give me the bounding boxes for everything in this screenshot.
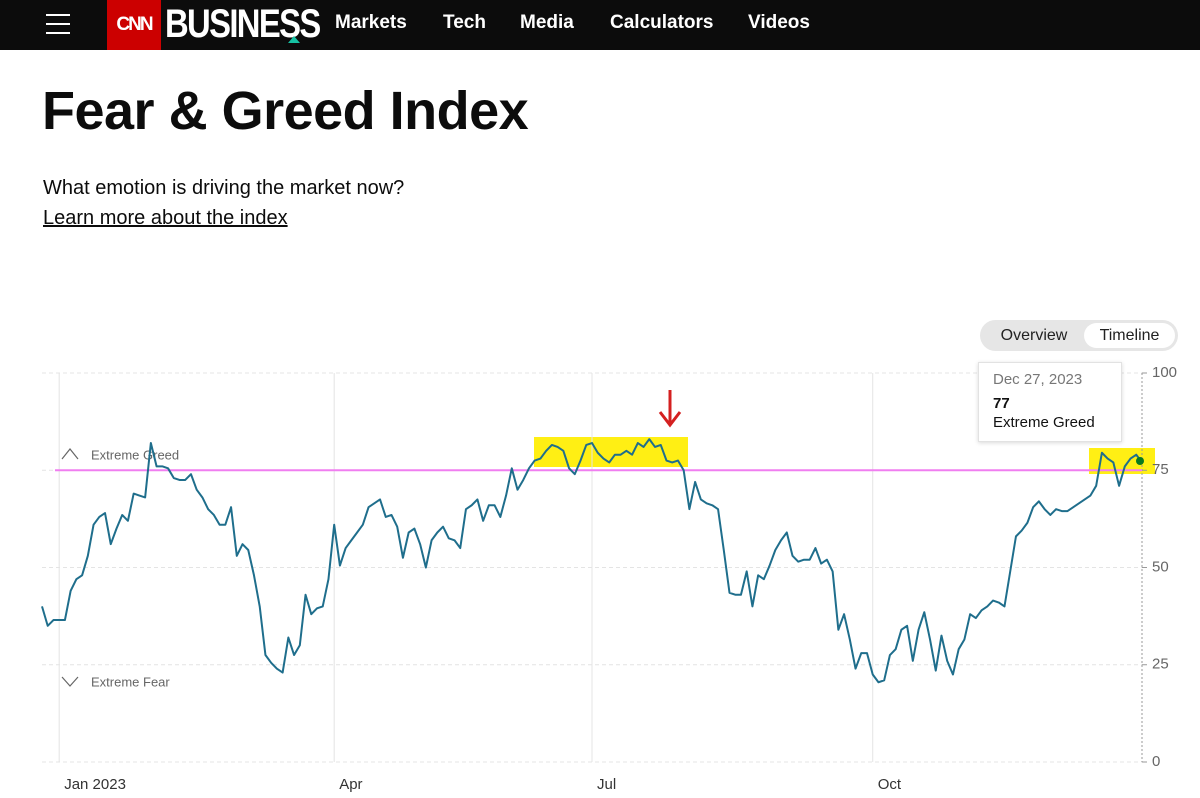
nav-link[interactable]: Calculators [610, 12, 714, 33]
x-tick-label: Apr [339, 776, 362, 793]
y-tick-label: 50 [1152, 558, 1169, 575]
brand-mark [288, 36, 300, 43]
tab[interactable]: Overview [1000, 327, 1068, 344]
marker-dot [1136, 457, 1144, 465]
nav-link[interactable]: Markets [335, 12, 407, 33]
nav-link[interactable]: Videos [748, 12, 810, 33]
logo[interactable]: CNN [107, 0, 161, 50]
x-tick-label: Jan 2023 [64, 776, 126, 793]
x-tick-label: Oct [878, 776, 902, 793]
tab-switch: Overview Timeline [980, 320, 1178, 351]
learn-link[interactable]: Learn more about the index [43, 207, 288, 229]
menu-icon[interactable] [46, 32, 70, 34]
plot [41, 438, 1143, 684]
chevron-down [61, 676, 79, 687]
annotation: Extreme Fear [91, 674, 170, 689]
page-title: Fear & Greed Index [42, 81, 529, 141]
tab-active[interactable]: Timeline [1084, 323, 1175, 348]
tooltip-value: 77 [993, 395, 1010, 412]
menu-icon[interactable] [46, 23, 70, 25]
line-series [41, 438, 1143, 684]
tooltip: Dec 27, 2023 77 Extreme Greed [978, 362, 1122, 442]
y-tick-label: 75 [1152, 461, 1169, 478]
chevron-up [61, 448, 79, 460]
y-tick-label: 0 [1152, 753, 1160, 770]
tooltip-label: Extreme Greed [993, 414, 1095, 431]
x-tick-label: Jul [597, 776, 616, 793]
nav-link[interactable]: Tech [443, 12, 486, 33]
highlight [534, 437, 688, 467]
annotation: Extreme Greed [91, 447, 179, 462]
y-tick-label: 25 [1152, 656, 1169, 673]
menu-icon[interactable] [46, 14, 70, 16]
subtitle: What emotion is driving the market now? [43, 177, 405, 199]
nav-link[interactable]: Media [520, 12, 574, 33]
nav-bar: CNN BUSINESS Markets Tech Media Calculat… [0, 0, 1200, 50]
y-tick-label: 100 [1152, 364, 1177, 381]
tooltip-date: Dec 27, 2023 [993, 371, 1083, 388]
arrow-head [658, 411, 682, 428]
